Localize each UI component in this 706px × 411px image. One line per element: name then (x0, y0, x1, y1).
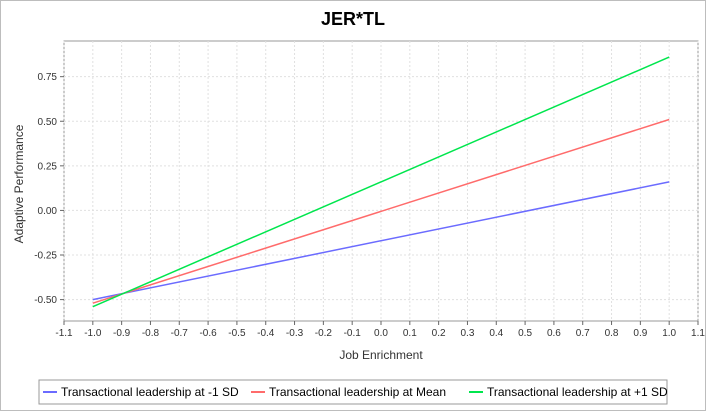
x-tick-label: -0.7 (171, 328, 189, 339)
x-tick-label: 0.3 (461, 328, 475, 339)
series-lines (92, 56, 670, 308)
x-tick-label: 0.9 (633, 328, 647, 339)
x-tick-label: 0.4 (489, 328, 503, 339)
x-tick-label: -0.5 (228, 328, 246, 339)
y-tick-label: 0.75 (38, 72, 58, 83)
x-tick-label: -0.1 (344, 328, 362, 339)
y-tick-label: -0.50 (34, 295, 57, 306)
y-tick-label: -0.25 (34, 251, 57, 262)
y-tick-label: 0.50 (38, 117, 58, 128)
series-line-1 (92, 181, 670, 301)
y-ticks: -0.50 -0.25 0.00 0.25 0.50 0.75 (34, 72, 64, 306)
x-tick-label: -1.0 (84, 328, 102, 339)
y-axis-label: Adaptive Performance (12, 124, 26, 243)
x-tick-label: 0.1 (403, 328, 417, 339)
x-tick-label: 0.7 (576, 328, 590, 339)
x-tick-label: -0.3 (286, 328, 304, 339)
legend: Transactional leadership at -1 SD Transac… (38, 379, 668, 405)
x-tick-label: 0.2 (432, 328, 446, 339)
x-axis-label: Job Enrichment (339, 348, 423, 362)
x-tick-label: -0.4 (257, 328, 275, 339)
legend-label-2: Transactional leadership at Mean (269, 385, 446, 399)
x-tick-label: -0.2 (315, 328, 333, 339)
x-tick-label: -0.9 (113, 328, 131, 339)
x-tick-label: 0.5 (518, 328, 532, 339)
legend-box (38, 379, 668, 405)
legend-label-3: Transactional leadership at +1 SD (487, 385, 668, 399)
x-tick-label: 1.1 (691, 328, 705, 339)
gridlines (63, 41, 699, 321)
x-ticks: -1.1 -1.0 -0.9 -0.8 -0.7 -0.6 -0.5 -0.4 -0.3 -0.2… (55, 321, 705, 339)
x-tick-label: -1.1 (55, 328, 73, 339)
chart-title: JER*TL (321, 9, 385, 29)
x-tick-label: -0.8 (142, 328, 160, 339)
series-line-3 (92, 56, 670, 308)
y-tick-label: 0.00 (38, 206, 58, 217)
x-tick-label: 0.8 (605, 328, 619, 339)
x-tick-label: 0.6 (547, 328, 561, 339)
x-tick-label: 0.0 (374, 328, 388, 339)
legend-label-1: Transactional leadership at -1 SD (61, 385, 239, 399)
series-line-2 (92, 118, 670, 304)
x-tick-label: -0.6 (199, 328, 217, 339)
x-tick-label: 1.0 (662, 328, 676, 339)
y-tick-label: 0.25 (38, 161, 58, 172)
